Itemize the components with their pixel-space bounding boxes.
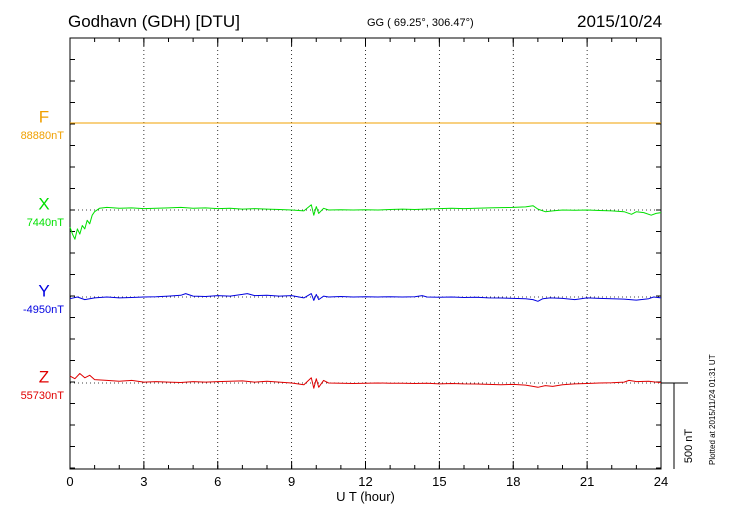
x-tick-label: 18: [506, 474, 520, 489]
x-tick-labels: 0 3 6 9 12 15 18 21 24: [66, 474, 668, 489]
series-name-label: Z: [39, 368, 49, 387]
baseline-value-label: 55730nT: [21, 390, 65, 402]
x-tick-label: 9: [288, 474, 295, 489]
baseline-value-label: 88880nT: [21, 130, 65, 142]
x-tick-label: 3: [140, 474, 147, 489]
x-tick-label: 12: [358, 474, 372, 489]
scale-bar: 500 nT: [661, 382, 695, 469]
plot-date: 2015/10/24: [577, 12, 663, 31]
grid-layer: [70, 38, 661, 469]
series-z: Z 55730nT: [21, 368, 662, 402]
tick-layer: [69, 38, 662, 469]
series-f: F 88880nT: [21, 108, 661, 142]
series-x: X 7440nT: [27, 195, 662, 240]
series-line: [69, 293, 662, 302]
series-name-label: F: [39, 108, 49, 127]
x-tick-label: 21: [580, 474, 594, 489]
x-axis-label: U T (hour): [336, 489, 395, 504]
x-tick-label: 0: [66, 474, 73, 489]
x-tick-label: 6: [214, 474, 221, 489]
baseline-value-label: -4950nT: [23, 304, 64, 316]
series-y: Y -4950nT: [23, 282, 662, 316]
series-name-label: X: [38, 195, 49, 214]
series-line: [69, 204, 662, 240]
series-line: [69, 373, 662, 389]
x-tick-label: 24: [654, 474, 668, 489]
station-title: Godhavn (GDH) [DTU]: [68, 12, 240, 31]
baseline-value-label: 7440nT: [27, 217, 65, 229]
scale-bar-label: 500 nT: [683, 429, 695, 464]
series-layer: F 88880nT X 7440nT Y -4950nT Z 55730nT: [21, 108, 662, 402]
station-coordinates: GG ( 69.25°, 306.47°): [367, 17, 474, 29]
x-tick-label: 15: [432, 474, 446, 489]
series-name-label: Y: [38, 282, 49, 301]
